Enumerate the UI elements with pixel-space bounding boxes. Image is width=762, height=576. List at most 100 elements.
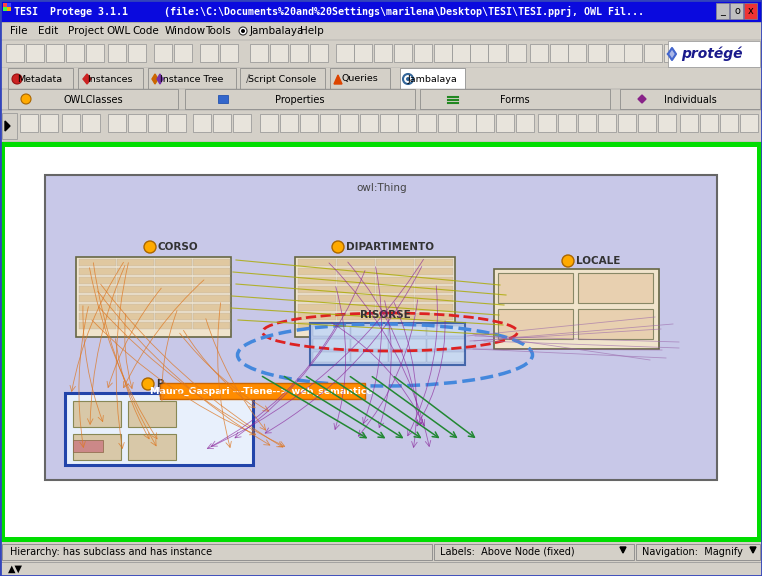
Text: Labels:  Above Node (fixed): Labels: Above Node (fixed) [440, 547, 575, 557]
Bar [438, 114, 456, 132]
Bar [45, 175, 717, 480]
Bar [78, 68, 143, 89]
Bar [476, 114, 494, 132]
Bar [155, 268, 192, 275]
Bar [389, 326, 426, 336]
Text: /: / [246, 74, 250, 84]
Bar [415, 304, 453, 311]
Bar [128, 401, 176, 427]
Text: Properties: Properties [275, 95, 325, 105]
Bar [376, 313, 414, 320]
Bar [310, 44, 328, 62]
Bar [3, 7, 7, 11]
Bar [0, 40, 762, 68]
Bar [6, 44, 24, 62]
Bar [79, 277, 116, 284]
Bar [193, 277, 230, 284]
Bar [193, 295, 230, 302]
Bar [434, 44, 452, 62]
Text: P: P [156, 379, 163, 389]
Bar [494, 269, 659, 349]
Bar [5, 147, 757, 537]
Bar [174, 44, 192, 62]
Bar [700, 114, 718, 132]
Text: Individuals: Individuals [664, 95, 716, 105]
Bar [550, 44, 568, 62]
Bar [716, 3, 729, 19]
Bar [193, 304, 230, 311]
Bar [193, 313, 230, 320]
Bar [218, 95, 228, 103]
Text: LOCALE: LOCALE [576, 256, 620, 266]
Bar [398, 114, 416, 132]
Bar [427, 326, 464, 336]
Bar [376, 295, 414, 302]
Text: Instance Tree: Instance Tree [160, 74, 224, 84]
Bar [7, 7, 11, 11]
Polygon shape [750, 547, 756, 553]
Bar [8, 89, 178, 109]
Bar [0, 542, 762, 562]
Polygon shape [334, 75, 342, 84]
Bar [290, 44, 308, 62]
Circle shape [332, 241, 344, 253]
Bar [516, 114, 534, 132]
Bar [280, 114, 298, 132]
Circle shape [403, 74, 413, 84]
Text: ▲▼: ▲▼ [8, 564, 23, 574]
Polygon shape [83, 74, 91, 84]
Text: Instances: Instances [88, 74, 133, 84]
Text: OWLClasses: OWLClasses [63, 95, 123, 105]
Bar [376, 259, 414, 266]
Bar [376, 286, 414, 293]
Bar [351, 339, 388, 349]
Bar [3, 3, 7, 7]
Text: Window: Window [165, 26, 207, 36]
Bar [160, 383, 365, 399]
Text: Queries: Queries [341, 74, 379, 84]
Bar [155, 277, 192, 284]
Text: o: o [734, 6, 740, 16]
Circle shape [12, 74, 22, 84]
Bar [498, 309, 573, 339]
Bar [298, 313, 336, 320]
Text: Navigation:  Magnify: Navigation: Magnify [642, 547, 743, 557]
Bar [117, 322, 154, 329]
Bar [200, 44, 218, 62]
Bar [658, 114, 676, 132]
Bar [155, 304, 192, 311]
Bar [155, 295, 192, 302]
Bar [415, 286, 453, 293]
Bar [337, 304, 375, 311]
Bar [720, 114, 738, 132]
Bar [313, 339, 350, 349]
Bar [415, 277, 453, 284]
Bar [0, 562, 762, 576]
Bar [415, 322, 453, 329]
Bar [240, 68, 325, 89]
Bar [558, 114, 576, 132]
Bar [320, 114, 338, 132]
Bar [498, 273, 573, 303]
Bar [298, 322, 336, 329]
Text: Project: Project [68, 26, 104, 36]
Bar [128, 44, 146, 62]
Bar [220, 44, 238, 62]
Bar [414, 44, 432, 62]
Bar [337, 268, 375, 275]
Bar [295, 257, 455, 337]
Bar [638, 114, 656, 132]
Bar [598, 114, 616, 132]
Text: _: _ [721, 6, 725, 16]
Bar [740, 114, 758, 132]
Circle shape [239, 27, 247, 35]
Circle shape [241, 29, 245, 33]
Bar [508, 44, 526, 62]
Polygon shape [620, 547, 626, 553]
Bar [415, 313, 453, 320]
Bar [300, 114, 318, 132]
Bar [0, 22, 762, 40]
Bar [298, 286, 336, 293]
Bar [730, 3, 743, 19]
Text: DIPARTIMENTO: DIPARTIMENTO [346, 242, 434, 252]
